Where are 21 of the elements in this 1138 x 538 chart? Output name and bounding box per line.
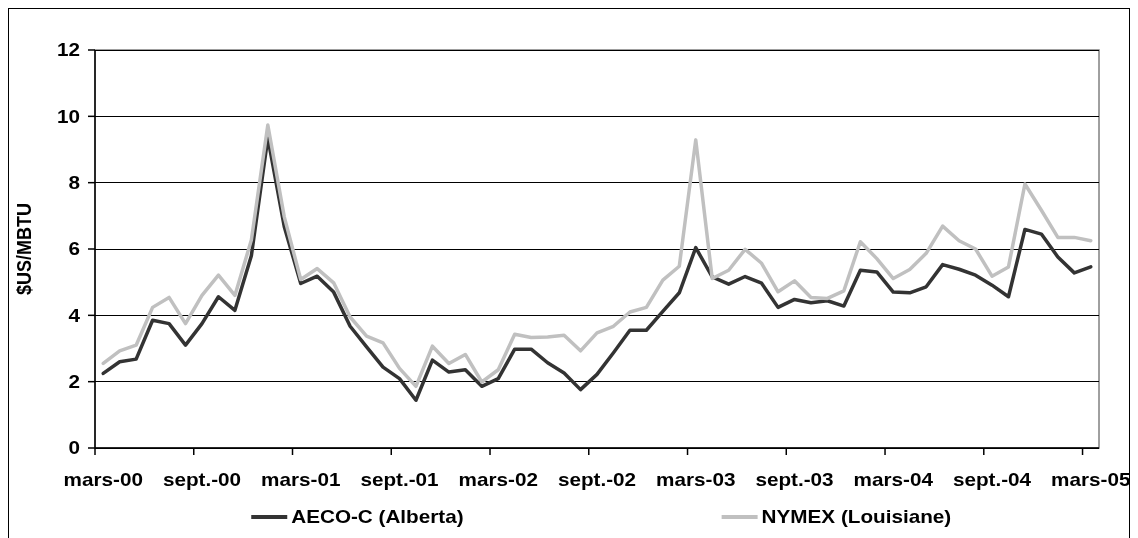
legend-label: NYMEX (Louisiane) (761, 506, 952, 528)
x-tick-label: mars-00 (63, 469, 143, 491)
y-tick-label: 2 (68, 371, 80, 392)
x-tick-label: sept.-02 (557, 469, 637, 491)
x-tick-label: mars-02 (458, 469, 538, 491)
x-tick-label: mars-01 (261, 469, 341, 491)
y-tick-label: 0 (68, 437, 80, 459)
x-tick-label: mars-05 (1051, 469, 1131, 491)
y-axis-title: $US/MBTU (12, 203, 36, 295)
y-tick-label: 10 (56, 106, 80, 127)
x-tick-label: sept.-01 (360, 469, 439, 491)
x-tick-label: sept.-00 (162, 469, 242, 491)
y-tick-label: 12 (56, 39, 80, 61)
x-tick-label: sept.-04 (952, 469, 1032, 491)
y-tick-label: 4 (68, 305, 81, 326)
x-tick-label: sept.-03 (755, 469, 834, 491)
y-tick-label: 6 (68, 238, 81, 260)
x-tick-label: mars-03 (656, 469, 736, 491)
legend-label: AECO-C (Alberta) (291, 506, 464, 528)
x-tick-label: mars-04 (853, 469, 934, 491)
y-tick-label: 8 (68, 172, 81, 193)
